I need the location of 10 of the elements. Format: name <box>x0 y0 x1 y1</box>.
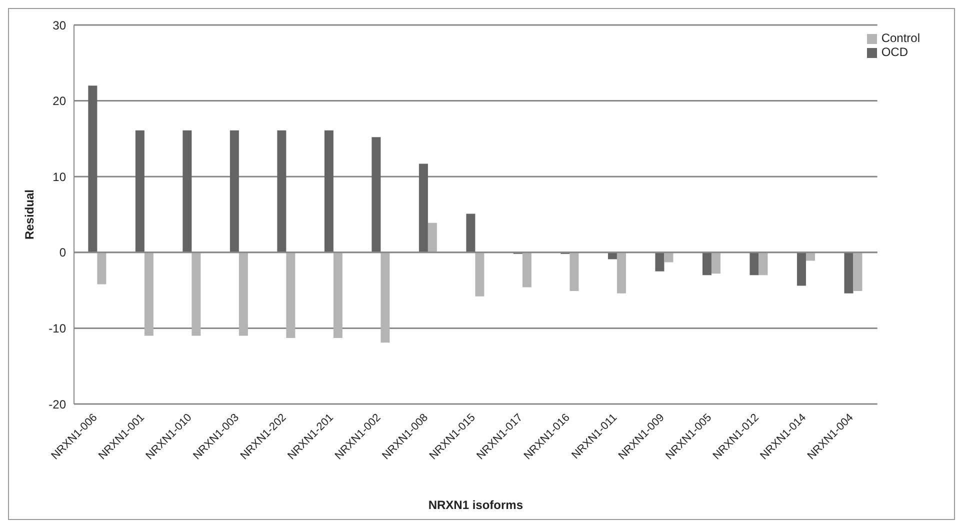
y-tick-label: 10 <box>52 170 66 184</box>
y-tick-label: 30 <box>52 18 66 32</box>
y-tick-label: 20 <box>52 94 66 108</box>
y-tick-label: -10 <box>48 321 66 336</box>
y-tick-label: -20 <box>48 397 66 412</box>
y-tick-label: 0 <box>59 246 66 260</box>
x-axis-title: NRXN1 isoforms <box>428 498 524 512</box>
y-axis-title: Residual <box>22 189 36 240</box>
legend-label: OCD <box>881 45 908 59</box>
legend-label: Control <box>881 31 920 45</box>
